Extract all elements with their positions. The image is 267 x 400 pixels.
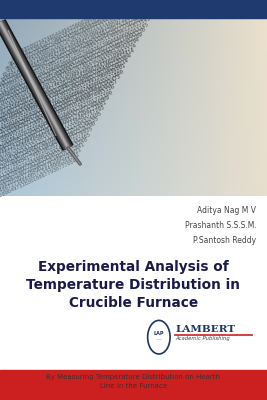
Text: Aditya Nag M V: Aditya Nag M V — [197, 206, 256, 215]
Text: 2723479809211927206206082006903576693613966660606563145: 2723479809211927206206082006903576693613… — [0, 21, 149, 98]
Bar — [0, 196, 267, 370]
Text: 4052545174442876680626847833402882568073785506418395473: 4052545174442876680626847833402882568073… — [0, 74, 122, 151]
Text: Prashanth S.S.S.M.: Prashanth S.S.S.M. — [184, 221, 256, 230]
Text: 8708540470610760367487963925411512171286568321504374405: 8708540470610760367487963925411512171286… — [0, 110, 103, 188]
Text: 4702961228972477910187461487336495799769886222514149535: 4702961228972477910187461487336495799769… — [0, 116, 100, 193]
Text: 0927901255631841241610314089445559655011589239805402289: 0927901255631841241610314089445559655011… — [0, 32, 144, 109]
Text: By Measuring Temperature Distribution on Hearth
Line in the Furnace: By Measuring Temperature Distribution on… — [46, 374, 221, 388]
Text: LAP: LAP — [154, 331, 164, 336]
Text: 3131343195912322573099345304867273866565715449906268241: 3131343195912322573099345304867273866565… — [0, 152, 81, 229]
Bar — [0, 370, 267, 400]
Circle shape — [148, 320, 170, 354]
Text: ~~: ~~ — [155, 338, 162, 342]
Text: 9622679757928823499174598789060894649183189728866592247: 9622679757928823499174598789060894649183… — [8, 0, 166, 67]
Text: 3201082719694681795861070703040862620164941762701772300: 3201082719694681795861070703040862620164… — [0, 89, 113, 166]
Text: 1152050341385421331667671536490438283921969496789646457: 1152050341385421331667671536490438283921… — [0, 79, 119, 156]
Text: 4963377978987640707635887500289649733830100677930777054: 4963377978987640707635887500289649733830… — [0, 158, 78, 234]
Text: 2569675748778337006702742580534580593501777236482757293: 2569675748778337006702742580534580593501… — [0, 105, 105, 182]
Text: 8581213799394885232073436700692213311929216258210816105: 8581213799394885232073436700692213311929… — [5, 0, 163, 72]
Text: 3526432597585209322434870278840417490106202441002376935: 3526432597585209322434870278840417490106… — [0, 126, 94, 203]
Text: Experimental Analysis of
Temperature Distribution in
Crucible Furnace: Experimental Analysis of Temperature Dis… — [26, 260, 241, 310]
Text: 0299435638481428509811419296991215626816005174264173081: 0299435638481428509811419296991215626816… — [0, 100, 108, 177]
Text: 6852474128529625775560646268705897762561934035640415248: 6852474128529625775560646268705897762561… — [0, 136, 89, 214]
Text: P.Santosh Reddy: P.Santosh Reddy — [193, 236, 256, 245]
Text: 5174551415807008634465467654180517194306805705700299214: 5174551415807008634465467654180517194306… — [0, 58, 130, 135]
Bar — [0, 0, 267, 18]
Text: 7575376231184217088123011556093242849002639546999482465: 7575376231184217088123011556093242849002… — [0, 131, 92, 208]
Text: 6867385642796861076854307408507515941965685946062316700: 6867385642796861076854307408507515941965… — [0, 121, 97, 198]
Text: 4158858923474654449435668367714292019499505411235059938: 4158858923474654449435668367714292019499… — [13, 0, 171, 56]
Text: 4001247787185683972601564517538256614384670476650832414: 4001247787185683972601564517538256614384… — [0, 48, 136, 125]
Text: 8562382336410779663832272649103474933700643483832169762: 8562382336410779663832272649103474933700… — [11, 0, 168, 62]
Text: 3481279692402204471234831346791868435956382777922680685: 3481279692402204471234831346791868435956… — [0, 11, 155, 88]
Text: 6524733760072600949780214599105066561895973587050994681: 6524733760072600949780214599105066561895… — [2, 0, 160, 78]
Text: 5998091409323520866051273216957888899893101809874405336: 5998091409323520866051273216957888899893… — [0, 84, 116, 161]
Text: 2852182881649773295558258366939867657040257684402185904: 2852182881649773295558258366939867657040… — [0, 53, 133, 130]
Text: 1886950850269376078472812059943140398120575291764637262: 1886950850269376078472812059943140398120… — [0, 6, 158, 83]
Text: 6090733229095023590807057310261812297044054710715684069: 6090733229095023590807057310261812297044… — [0, 94, 111, 172]
Text: 9428990931151083162985223487056258843351140696121813543: 9428990931151083162985223487056258843351… — [0, 16, 152, 93]
Text: 5320487149367102700982055090845140720398371014610101841: 5320487149367102700982055090845140720398… — [0, 142, 86, 219]
Text: 9665927763204930103205839249517663999886474800935571880: 9665927763204930103205839249517663999886… — [0, 68, 124, 146]
Text: Academic Publishing: Academic Publishing — [175, 336, 230, 341]
Text: 6986002032459368194380491792434598913901230853109882724: 6986002032459368194380491792434598913901… — [0, 42, 138, 120]
Text: LAMBERT: LAMBERT — [175, 326, 235, 334]
Text: 6151698659754968155837794759620530571849020762995100911: 6151698659754968155837794759620530571849… — [0, 147, 83, 224]
Text: 7430101615948339771778284348760576780152765986135420294: 7430101615948339771778284348760576780152… — [0, 37, 141, 114]
Text: 7061988159119636936106606908112130354381519912960086001: 7061988159119636936106606908112130354381… — [0, 63, 127, 140]
Text: 3960099056352934505756753396947278028220773512114995330: 3960099056352934505756753396947278028220… — [0, 26, 147, 104]
